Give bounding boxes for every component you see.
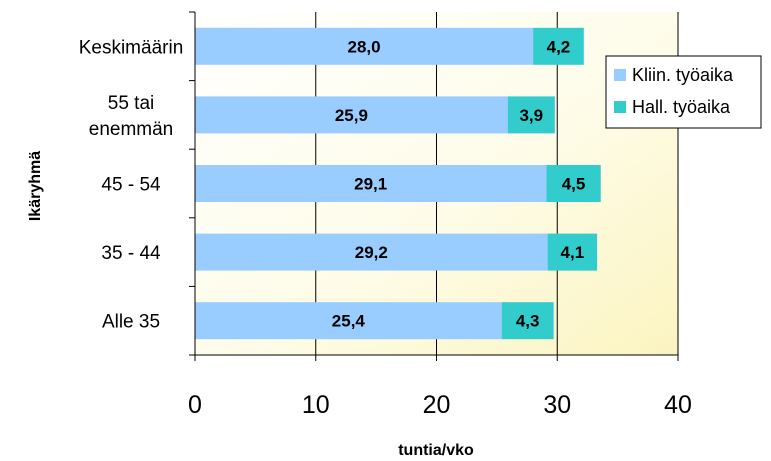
- legend-swatch: [614, 101, 626, 113]
- bar-segment: [533, 27, 584, 65]
- legend-swatch: [614, 69, 626, 81]
- legend-label: Kliin. työaika: [632, 65, 734, 85]
- data-label: 29,1: [354, 175, 387, 194]
- x-axis-title: tuntia/vko: [398, 442, 474, 459]
- category-label-line: enemmän: [89, 119, 174, 140]
- axes: [189, 11, 679, 361]
- category-label: 55 tai enemmän: [89, 93, 174, 140]
- x-tick-label: 20: [423, 391, 451, 419]
- x-tick-label: 0: [188, 391, 202, 419]
- bar-segment: [195, 233, 548, 271]
- category-label-line: Alle 35: [102, 312, 160, 333]
- data-label: 4,3: [516, 312, 540, 331]
- data-label: 28,0: [348, 37, 381, 56]
- data-label: 4,2: [547, 37, 571, 56]
- category-label: Alle 35: [102, 312, 160, 333]
- bar-segment: [547, 233, 598, 271]
- legend: Kliin. työaika Hall. työaika: [605, 55, 762, 129]
- category-label: Keskimäärin: [79, 37, 184, 58]
- tick-labels: 0 10 20 30 40: [188, 391, 692, 419]
- bar-segment: [195, 165, 547, 202]
- data-label: 4,1: [561, 243, 585, 262]
- data-label: 4,5: [562, 175, 586, 194]
- category-label: 35 - 44: [101, 243, 161, 264]
- category-label-line: 35 - 44: [101, 243, 161, 264]
- category-label-line: 55 tai: [108, 93, 154, 114]
- y-axis-title: Ikäryhmä: [27, 151, 44, 221]
- bar-segment: [546, 165, 601, 202]
- data-label: 25,9: [335, 106, 368, 125]
- legend-label: Hall. työaika: [632, 97, 731, 117]
- data-label: 29,2: [355, 243, 388, 262]
- bar-segment: [195, 302, 502, 340]
- category-label-line: Keskimäärin: [79, 37, 184, 58]
- bar-segment: [195, 27, 534, 65]
- x-tick-label: 10: [302, 391, 330, 419]
- bar-segment: [501, 302, 554, 340]
- category-labels: Keskimäärin 55 tai enemmän 45 - 54 35 - 44 Al…: [79, 37, 184, 332]
- category-label-line: 45 - 54: [101, 175, 161, 196]
- x-tick-label: 40: [664, 391, 692, 419]
- data-label: 25,4: [332, 312, 366, 331]
- bar-segment: [195, 96, 508, 134]
- bars: 28,0 4,2 25,9 3,9 29,1 4,5 29,2 4,1 25,4 4,3: [195, 27, 601, 340]
- bar-segment: [507, 96, 555, 134]
- data-label: 3,9: [519, 106, 543, 125]
- legend-box: [605, 55, 762, 129]
- x-tick-label: 30: [543, 391, 571, 419]
- category-label: 45 - 54: [101, 175, 161, 196]
